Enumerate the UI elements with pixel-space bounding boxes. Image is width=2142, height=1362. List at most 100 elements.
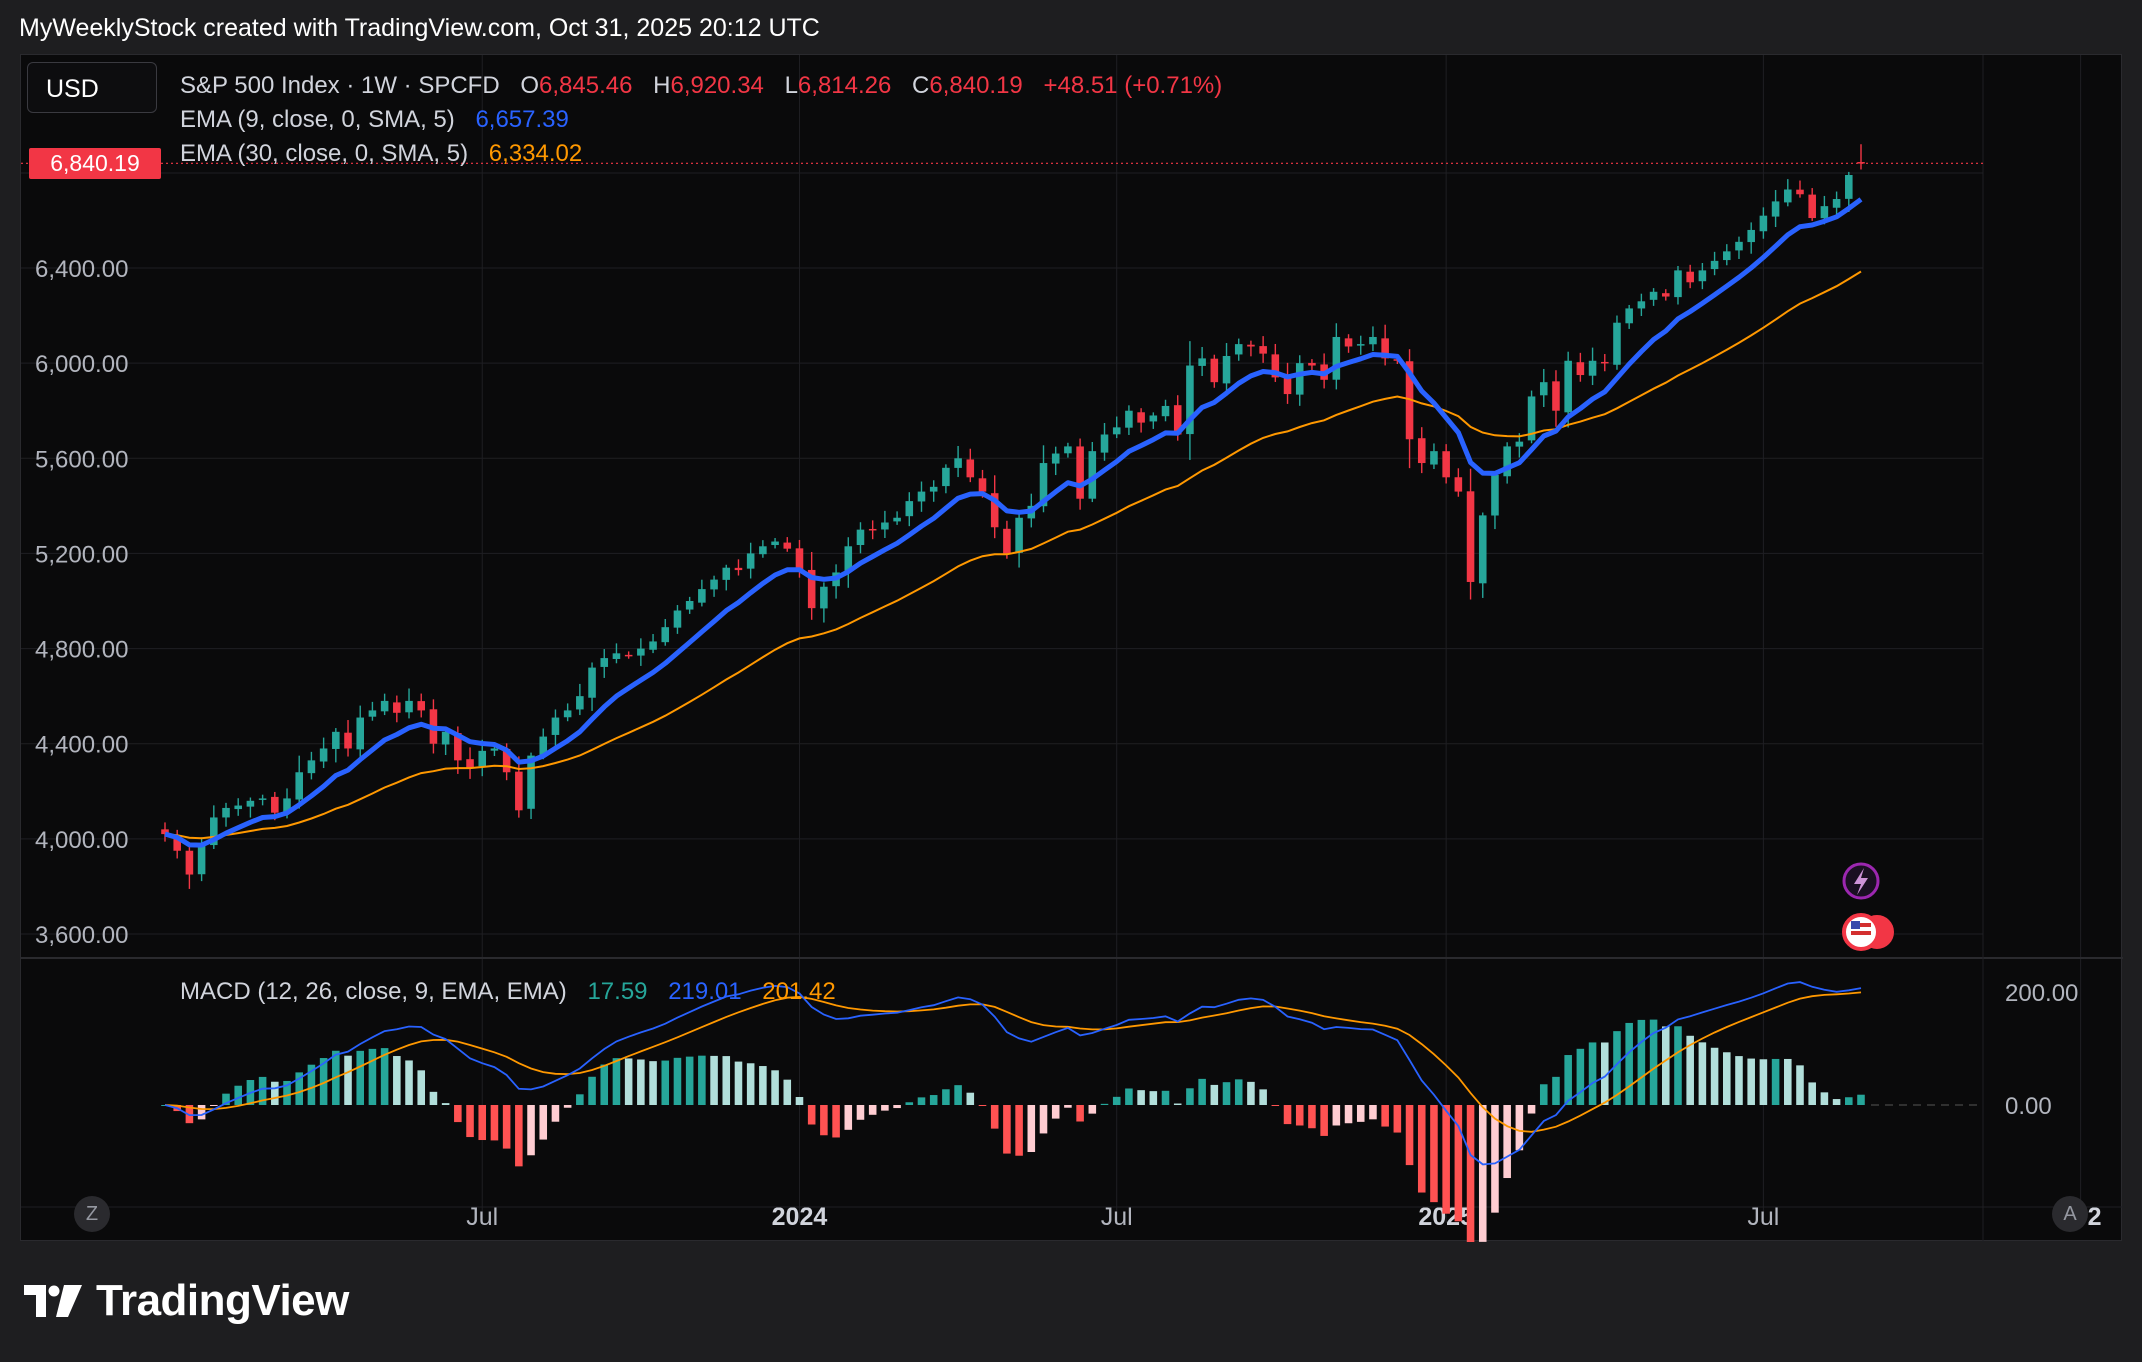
macd-legend[interactable]: MACD (12, 26, close, 9, EMA, EMA) 17.59 … bbox=[180, 978, 836, 1006]
candle-body bbox=[454, 733, 462, 761]
macd-histogram-bar bbox=[478, 1105, 487, 1141]
macd-histogram-bar bbox=[222, 1093, 230, 1105]
flag-stripe bbox=[1851, 931, 1871, 935]
macd-histogram-bar bbox=[490, 1105, 499, 1141]
macd-histogram-bar bbox=[527, 1105, 535, 1156]
symbol-title: S&P 500 Index · 1W · SPCFD bbox=[180, 72, 500, 99]
macd-histogram-bar bbox=[1674, 1026, 1682, 1105]
candle-body bbox=[1356, 344, 1365, 346]
macd-histogram-bar bbox=[1515, 1105, 1524, 1151]
macd-histogram-bar bbox=[759, 1066, 767, 1105]
chart-panel[interactable]: 3,600.00 4,000.00 4,400.00 4,800.00 5,200.00… bbox=[20, 54, 2123, 1242]
macd-histogram-bar bbox=[795, 1097, 804, 1105]
macd-histogram-bar bbox=[1430, 1105, 1438, 1203]
candle-body bbox=[783, 542, 792, 549]
macd-histogram-bar bbox=[1405, 1105, 1414, 1166]
candle-body bbox=[637, 648, 645, 656]
y-tick-label: 4,000.00 bbox=[35, 827, 128, 854]
candle-body bbox=[307, 760, 316, 774]
candle-body bbox=[1613, 322, 1621, 365]
candle-body bbox=[1771, 201, 1780, 217]
macd-line-value: 219.01 bbox=[668, 978, 742, 1005]
macd-histogram-bar bbox=[1295, 1105, 1304, 1126]
macd-histogram-bar bbox=[1442, 1105, 1450, 1214]
macd-hist-value: 17.59 bbox=[587, 978, 648, 1005]
candle-body bbox=[1466, 491, 1475, 582]
candle-body bbox=[527, 755, 535, 809]
macd-histogram-bar bbox=[1100, 1103, 1109, 1105]
y-tick-label: 5,600.00 bbox=[35, 446, 128, 473]
candle-body bbox=[1186, 365, 1194, 435]
macd-histogram-bar bbox=[893, 1105, 901, 1109]
zoom-button[interactable]: Z bbox=[74, 1196, 110, 1232]
candle-body bbox=[1747, 229, 1755, 243]
ema30-label: EMA (30, close, 0, SMA, 5) bbox=[180, 140, 469, 167]
candle-body bbox=[1210, 358, 1219, 383]
tradingview-logo[interactable]: TradingView bbox=[24, 1276, 349, 1326]
open-label: O bbox=[520, 72, 540, 99]
candle-body bbox=[1552, 381, 1560, 411]
macd-histogram-bar bbox=[1064, 1105, 1072, 1108]
macd-histogram-bar bbox=[1308, 1105, 1316, 1129]
candle-body bbox=[1820, 206, 1829, 219]
candle-body bbox=[795, 548, 804, 571]
macd-histogram-bar bbox=[405, 1060, 413, 1105]
ema30-legend[interactable]: EMA (30, close, 0, SMA, 5) 6,334.02 bbox=[180, 140, 582, 168]
currency-button[interactable]: USD bbox=[27, 62, 157, 113]
candle-body bbox=[478, 750, 487, 767]
macd-histogram-bar bbox=[966, 1092, 975, 1105]
macd-histogram-bar bbox=[1271, 1105, 1280, 1106]
candle-body bbox=[210, 817, 218, 846]
price-chart[interactable]: 3,600.00 4,000.00 4,400.00 4,800.00 5,200.00… bbox=[21, 55, 2123, 1242]
macd-histogram-bar bbox=[1234, 1079, 1243, 1105]
candle-body bbox=[1125, 410, 1133, 428]
candle-body bbox=[661, 627, 670, 643]
candle-body bbox=[905, 501, 914, 517]
macd-histogram-bar bbox=[295, 1072, 303, 1105]
tradingview-logo-text: TradingView bbox=[96, 1276, 349, 1325]
symbol-legend: S&P 500 Index · 1W · SPCFD O6,845.46 H 6,… bbox=[180, 72, 1222, 100]
macd-histogram-bar bbox=[1600, 1042, 1609, 1105]
macd-histogram-bar bbox=[319, 1058, 328, 1105]
macd-histogram-bar bbox=[990, 1105, 999, 1129]
macd-histogram-bar bbox=[1539, 1084, 1548, 1105]
candle-body bbox=[1539, 382, 1548, 396]
candle-body bbox=[222, 807, 230, 818]
ema9-legend[interactable]: EMA (9, close, 0, SMA, 5) 6,657.39 bbox=[180, 106, 569, 134]
candle-body bbox=[1234, 344, 1243, 355]
candle-body bbox=[502, 748, 511, 773]
auto-scale-button[interactable]: A bbox=[2052, 1196, 2088, 1232]
macd-histogram-bar bbox=[832, 1105, 840, 1138]
macd-histogram-bar bbox=[1369, 1105, 1377, 1120]
candle-body bbox=[649, 641, 657, 650]
candle-body bbox=[271, 796, 279, 813]
macd-histogram-bar bbox=[783, 1079, 792, 1105]
candle-body bbox=[710, 579, 718, 590]
macd-histogram-bar bbox=[1320, 1105, 1328, 1136]
flag-canton bbox=[1851, 921, 1860, 929]
candle-body bbox=[1161, 405, 1170, 417]
open-value: 6,845.46 bbox=[539, 72, 633, 99]
candle-body bbox=[441, 731, 450, 745]
macd-histogram-bar bbox=[1332, 1105, 1341, 1126]
candle-body bbox=[246, 800, 255, 807]
candle-body bbox=[319, 748, 328, 762]
macd-histogram-bar bbox=[1125, 1088, 1133, 1105]
candle-body bbox=[539, 736, 548, 756]
candle-body bbox=[1051, 453, 1060, 464]
candle-body bbox=[1100, 434, 1109, 453]
macd-histogram-bar bbox=[1710, 1047, 1719, 1105]
high-label: H bbox=[653, 72, 671, 99]
macd-histogram-bar bbox=[1820, 1092, 1829, 1105]
ema9-line bbox=[164, 197, 1863, 848]
macd-histogram-bar bbox=[807, 1105, 816, 1125]
y-tick-label: 6,400.00 bbox=[35, 256, 128, 283]
macd-histogram-bar bbox=[1588, 1042, 1597, 1105]
macd-histogram-bar bbox=[1832, 1099, 1841, 1105]
candle-body bbox=[1137, 412, 1145, 423]
macd-histogram-bar bbox=[746, 1063, 755, 1105]
close-value: 6,840.19 bbox=[929, 72, 1023, 99]
macd-histogram-bar bbox=[380, 1048, 389, 1105]
macd-histogram-bar bbox=[551, 1105, 560, 1122]
macd-histogram-bar bbox=[624, 1058, 633, 1105]
